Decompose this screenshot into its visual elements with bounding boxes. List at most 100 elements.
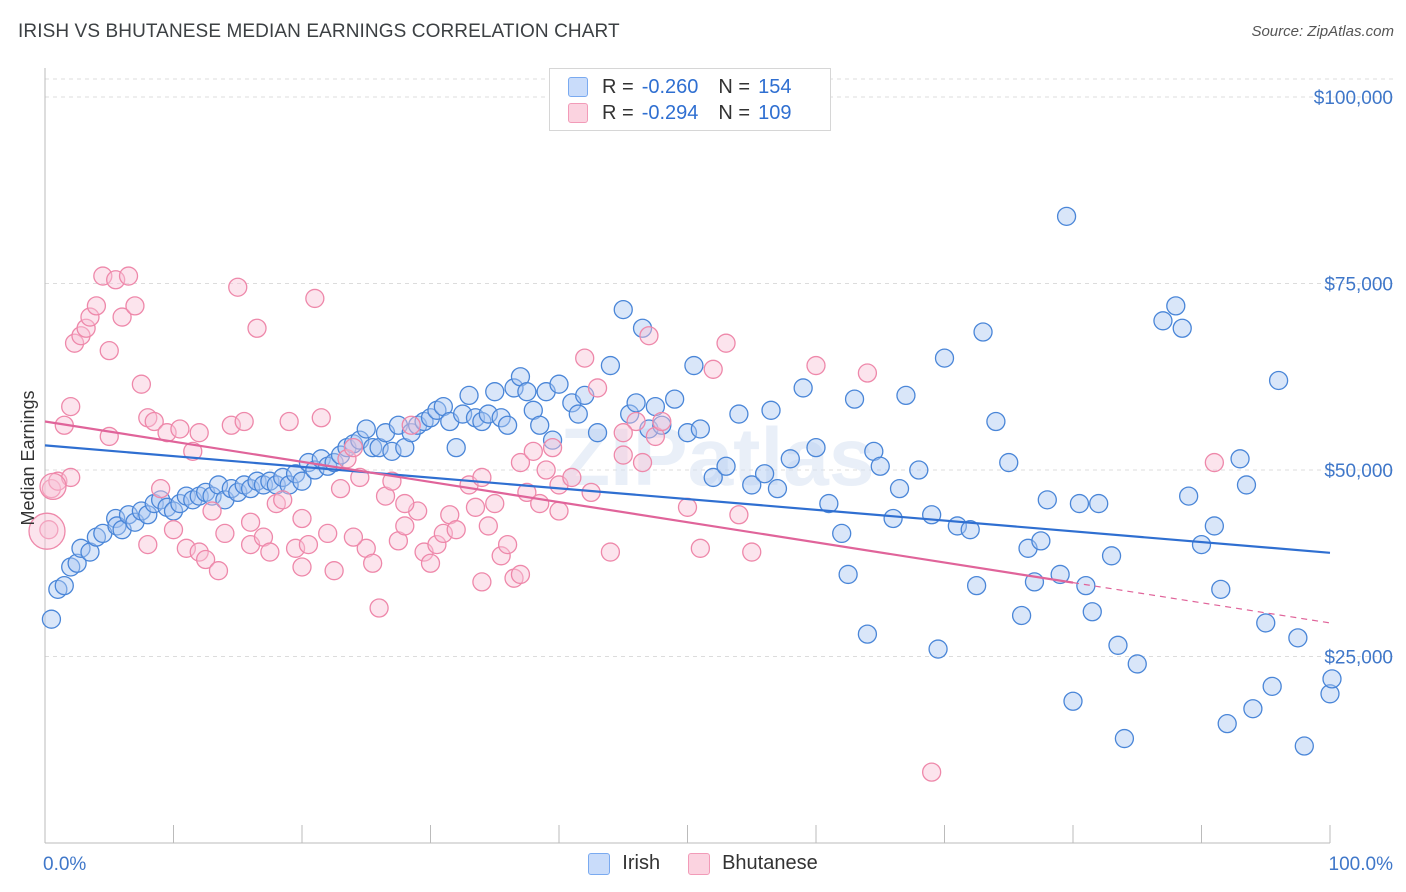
r-value: -0.294 [641, 101, 699, 124]
data-point [1108, 635, 1128, 655]
series-legend: Irish Bhutanese [0, 852, 1406, 875]
data-point [401, 423, 421, 443]
data-point [857, 363, 878, 383]
data-point [144, 411, 164, 432]
data-point [1076, 575, 1096, 596]
data-point [420, 408, 441, 428]
data-point [1204, 516, 1224, 536]
watermark: ZIPatlas [560, 412, 874, 503]
legend-row-bhutanese: R = -0.294 N = 109 [568, 101, 791, 125]
data-point [150, 490, 171, 510]
data-point [363, 553, 383, 573]
data-point [857, 624, 878, 644]
data-point [446, 520, 466, 540]
data-point [523, 441, 543, 462]
data-point [1320, 684, 1340, 704]
data-point [844, 389, 865, 409]
data-point [600, 542, 621, 562]
data-point [1069, 493, 1090, 514]
data-point [330, 478, 351, 499]
bhutanese-swatch [688, 852, 711, 875]
data-point [247, 318, 267, 338]
data-point [131, 374, 152, 394]
data-point [485, 382, 505, 402]
data-point [99, 340, 119, 361]
data-point [395, 493, 415, 514]
data-point [446, 437, 466, 458]
y-tick-label: $75,000 [1324, 275, 1393, 296]
data-point [311, 408, 331, 428]
data-point [305, 288, 325, 309]
data-point [491, 408, 511, 428]
legend-item-irish[interactable]: Irish [588, 852, 660, 875]
tick-labels: $25,000 $50,000 $75,000 $100,000 0.0% 100.0% [43, 88, 1393, 875]
data-point [1037, 490, 1057, 510]
data-point [459, 385, 479, 406]
data-point [39, 520, 59, 540]
trend-line-irish [44, 444, 1331, 554]
data-point [999, 452, 1019, 473]
data-point [665, 389, 685, 409]
legend-item-bhutanese[interactable]: Bhutanese [688, 852, 818, 875]
data-point [742, 475, 762, 495]
data-point [793, 378, 813, 398]
data-point [613, 445, 633, 465]
data-point [703, 467, 723, 488]
data-point [587, 378, 608, 398]
data-point [298, 534, 319, 555]
data-point [292, 508, 312, 529]
data-point [86, 296, 107, 316]
data-point [324, 561, 344, 581]
data-point [343, 527, 364, 547]
data-point [1268, 370, 1289, 391]
data-point [118, 266, 139, 286]
data-point [1153, 311, 1173, 331]
data-point [562, 467, 582, 488]
data-point [1031, 531, 1051, 551]
data-point [568, 404, 588, 424]
data-point [292, 471, 312, 491]
data-point [1166, 296, 1186, 316]
trend-lines [44, 420, 1331, 624]
n-label: N = [718, 75, 751, 98]
chart-title: IRISH VS BHUTANESE MEDIAN EARNINGS CORRE… [18, 21, 620, 42]
data-point [183, 441, 203, 462]
data-point [215, 523, 235, 544]
data-point [170, 419, 190, 439]
data-point [1217, 713, 1237, 734]
irish-swatch [588, 852, 611, 875]
data-point [973, 322, 993, 342]
watermark-text: ZIPatlas [560, 412, 874, 503]
r-value: -0.260 [641, 75, 699, 98]
data-point [420, 553, 441, 573]
data-point [652, 411, 672, 432]
data-point [138, 534, 158, 555]
data-point [76, 318, 96, 338]
data-point [632, 318, 653, 338]
data-point [497, 534, 518, 555]
data-point [356, 419, 376, 439]
data-point [292, 557, 312, 577]
data-point [703, 359, 723, 379]
r-label: R = [602, 75, 634, 98]
data-point [684, 355, 704, 376]
chart-source: Source: ZipAtlas.com [1251, 23, 1394, 40]
data-point [1101, 546, 1122, 566]
data-point [883, 508, 903, 529]
data-point [427, 534, 447, 555]
data-point [806, 437, 826, 458]
data-point [150, 478, 171, 499]
n-label: N = [718, 101, 751, 124]
irish-swatch [568, 77, 588, 97]
data-point [761, 400, 781, 420]
data-point [343, 437, 364, 458]
data-point [273, 490, 293, 510]
data-point [54, 575, 74, 596]
n-value: 109 [758, 101, 792, 124]
data-point [28, 512, 66, 550]
data-point [530, 415, 550, 435]
data-point [163, 520, 184, 540]
data-point [690, 538, 710, 558]
data-point [1114, 728, 1135, 749]
